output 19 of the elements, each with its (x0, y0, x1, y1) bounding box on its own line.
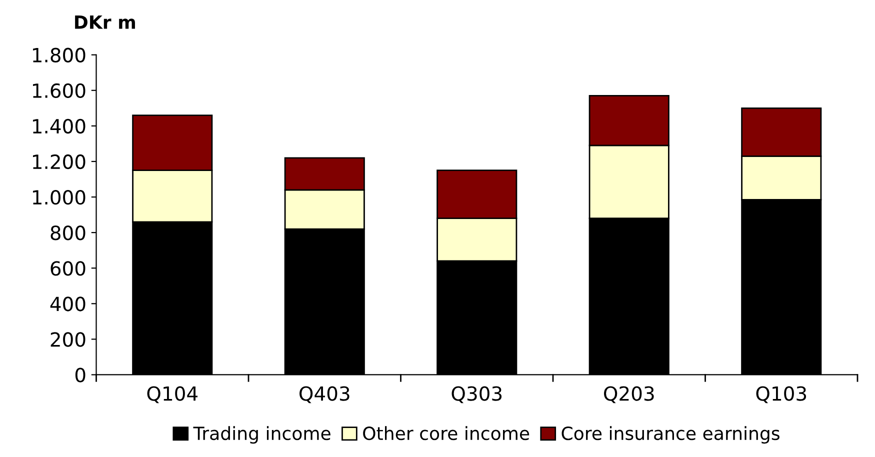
legend-label: Trading income (193, 426, 330, 444)
y-tick-label: 1.600 (33, 83, 86, 98)
y-axis-title: DKr m (75, 16, 135, 29)
y-tick-label: 200 (50, 332, 86, 347)
legend-label: Other core income (363, 426, 530, 440)
x-tick-label: Q403 (300, 386, 350, 404)
y-tick-label: 1.400 (33, 118, 86, 134)
x-tick-label: Q303 (452, 386, 502, 404)
y-tick-label: 0 (75, 368, 86, 382)
x-tick-label: Q203 (604, 386, 654, 404)
x-tick-label: Q103 (756, 386, 806, 404)
y-tick-label: 1.800 (33, 48, 86, 63)
legend-label: Core insurance earnings (562, 426, 780, 444)
y-tick-label: 800 (50, 226, 86, 240)
y-tick-label: 1.200 (33, 154, 86, 170)
y-tick-label: 400 (50, 296, 86, 312)
y-tick-label: 1.000 (33, 190, 86, 205)
x-tick-label: Q104 (147, 386, 198, 404)
y-tick-label: 600 (50, 261, 86, 276)
